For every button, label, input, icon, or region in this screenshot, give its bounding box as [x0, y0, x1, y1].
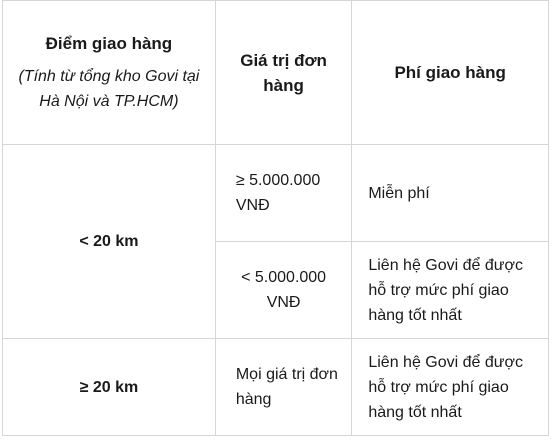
shipping-fee-cell: Liên hệ Govi để được hỗ trợ mức phí giao… [351, 241, 549, 340]
header-delivery-location: Điểm giao hàng (Tính từ tổng kho Govi tạ… [2, 0, 216, 146]
order-value-cell: ≥ 5.000.000 VNĐ [214, 144, 353, 243]
header-location-title: Điểm giao hàng [45, 34, 173, 54]
header-order-value: Giá trị đơn hàng [214, 0, 353, 146]
table-row: ≥ 20 km Mọi giá trị đơn hàng Liên hệ Gov… [2, 338, 549, 436]
shipping-fee-cell: Miễn phí [351, 144, 549, 243]
distance-cell: < 20 km [2, 144, 216, 340]
table-header-row: Điểm giao hàng (Tính từ tổng kho Govi tạ… [2, 0, 549, 146]
header-location-note: (Tính từ tổng kho Govi tại Hà Nội và TP.… [18, 68, 200, 111]
header-shipping-fee: Phí giao hàng [351, 0, 549, 146]
order-value-cell: < 5.000.000 VNĐ [214, 241, 353, 340]
table-row: < 5.000.000 VNĐ Liên hệ Govi để được hỗ … [3, 241, 549, 340]
shipping-fee-cell: Liên hệ Govi để được hỗ trợ mức phí giao… [351, 338, 549, 436]
shipping-fee-table: Điểm giao hàng (Tính từ tổng kho Govi tạ… [2, 0, 549, 436]
table-row: < 20 km ≥ 5.000.000 VNĐ Miễn phí [2, 144, 549, 340]
distance-cell: ≥ 20 km [2, 338, 216, 436]
order-value-cell: Mọi giá trị đơn hàng [214, 338, 353, 436]
